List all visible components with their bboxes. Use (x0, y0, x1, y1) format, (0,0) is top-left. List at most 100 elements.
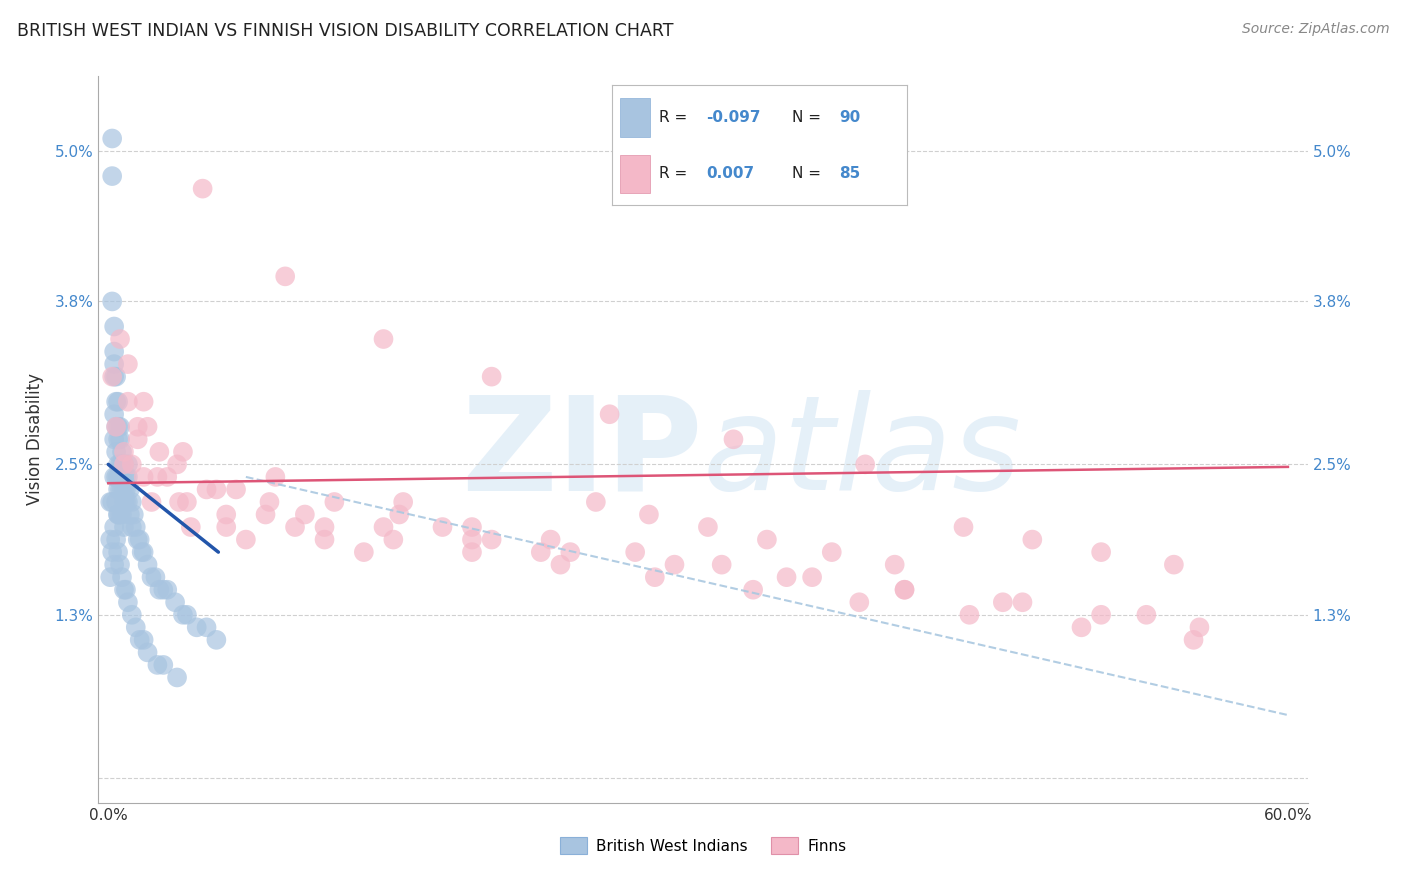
Point (105, 419, 128, 434)
Point (1135, 607, 1157, 622)
Point (461, 533, 484, 547)
Point (117, 394, 139, 409)
Point (775, 570, 797, 584)
Point (644, 570, 666, 584)
Point (107, 394, 129, 409)
Point (121, 495, 143, 509)
Point (373, 332, 395, 346)
Point (136, 645, 159, 659)
Point (117, 470, 139, 484)
Point (105, 394, 128, 409)
Point (121, 520, 143, 534)
Point (195, 620, 218, 634)
Point (1011, 595, 1033, 609)
Point (172, 445, 194, 459)
Point (108, 470, 131, 484)
Point (156, 582, 179, 597)
Text: BRITISH WEST INDIAN VS FINNISH VISION DISABILITY CORRELATION CHART: BRITISH WEST INDIAN VS FINNISH VISION DI… (17, 22, 673, 40)
Point (108, 419, 131, 434)
Point (294, 508, 316, 522)
Point (893, 582, 915, 597)
Point (108, 458, 131, 472)
Point (1090, 545, 1112, 559)
Point (122, 508, 145, 522)
Point (432, 520, 454, 534)
Point (111, 445, 134, 459)
Point (481, 533, 503, 547)
Point (107, 419, 129, 434)
Point (121, 458, 143, 472)
Point (127, 533, 149, 547)
Point (112, 520, 135, 534)
Point (118, 508, 141, 522)
Text: atlas: atlas (703, 391, 1022, 517)
Point (165, 595, 187, 609)
Point (132, 470, 155, 484)
Point (540, 533, 562, 547)
Point (136, 419, 159, 434)
Point (108, 508, 131, 522)
Point (105, 369, 128, 384)
Text: ZIP: ZIP (461, 391, 703, 517)
Point (105, 533, 128, 547)
Point (893, 582, 915, 597)
Point (664, 558, 686, 572)
Point (103, 470, 125, 484)
Point (1182, 632, 1205, 647)
Point (112, 458, 135, 472)
Point (152, 582, 174, 597)
Point (235, 533, 257, 547)
Point (323, 495, 346, 509)
Point (148, 582, 170, 597)
Point (166, 458, 188, 472)
Point (1090, 607, 1112, 622)
Point (101, 131, 124, 145)
Point (132, 394, 155, 409)
Point (172, 607, 194, 622)
Point (107, 433, 129, 447)
Point (215, 520, 238, 534)
Text: N =: N = (792, 110, 825, 125)
Point (353, 545, 375, 559)
Point (156, 470, 179, 484)
Point (117, 495, 139, 509)
Point (112, 483, 135, 497)
Point (107, 458, 129, 472)
Text: 90: 90 (839, 110, 860, 125)
Point (107, 508, 129, 522)
Point (132, 545, 155, 559)
Point (274, 269, 297, 284)
Legend: British West Indians, Finns: British West Indians, Finns (554, 830, 852, 861)
Point (117, 595, 139, 609)
Point (115, 483, 138, 497)
Point (755, 533, 778, 547)
Point (111, 458, 134, 472)
Point (152, 657, 174, 672)
Point (128, 533, 150, 547)
Point (132, 632, 155, 647)
Point (585, 495, 607, 509)
Point (146, 657, 169, 672)
Text: -0.097: -0.097 (706, 110, 761, 125)
Point (215, 508, 238, 522)
Point (624, 545, 647, 559)
Point (105, 470, 128, 484)
Point (264, 470, 287, 484)
Point (127, 419, 149, 434)
Point (186, 620, 208, 634)
Point (146, 470, 169, 484)
Point (103, 558, 125, 572)
Point (101, 545, 124, 559)
Text: N =: N = (792, 166, 825, 181)
Point (127, 433, 149, 447)
Point (176, 607, 198, 622)
Point (112, 445, 135, 459)
Point (103, 357, 125, 371)
Point (952, 520, 974, 534)
Point (141, 570, 163, 584)
Point (115, 582, 138, 597)
Text: R =: R = (659, 110, 692, 125)
Point (848, 595, 870, 609)
Point (101, 369, 124, 384)
Point (254, 508, 277, 522)
